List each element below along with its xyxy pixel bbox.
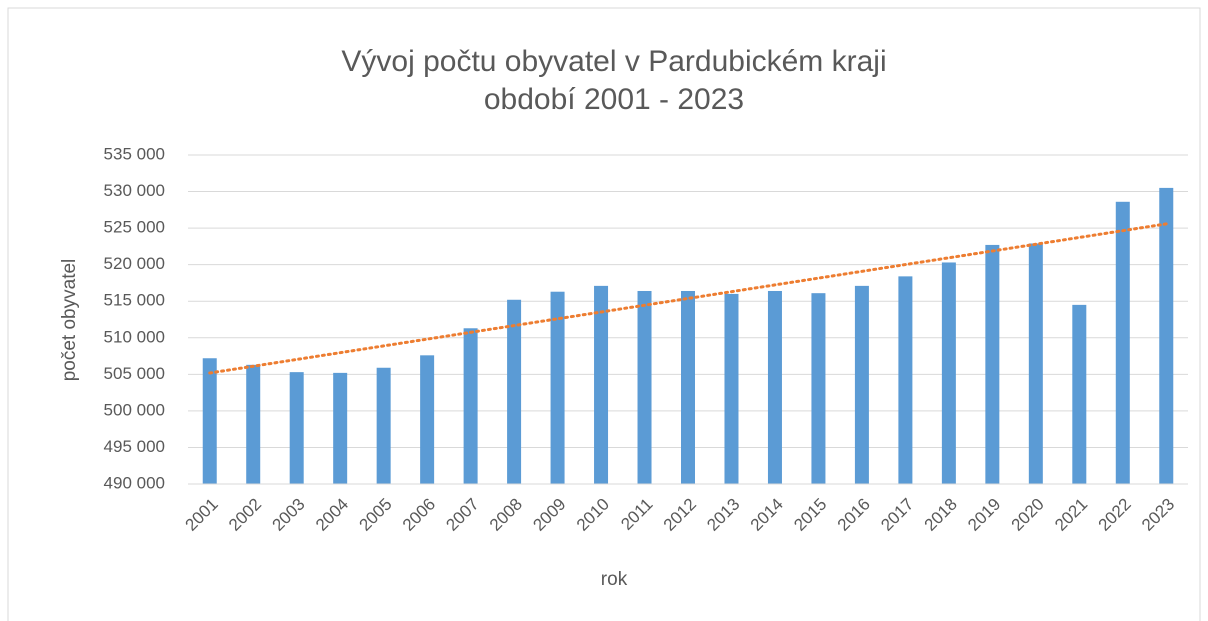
bar: [550, 291, 565, 484]
bar: [246, 364, 261, 484]
trendline: [208, 222, 1168, 375]
y-tick-label: 535 000: [104, 144, 165, 163]
bar: [724, 293, 739, 484]
bar: [811, 293, 826, 484]
bar: [985, 244, 1000, 484]
y-tick-label: 500 000: [104, 400, 165, 419]
y-tick-label: 525 000: [104, 218, 165, 237]
y-tick-label: 490 000: [104, 473, 165, 492]
chart-title: Vývoj počtu obyvatel v Pardubickém kraji: [341, 45, 886, 78]
bar: [767, 290, 782, 484]
bar: [1115, 201, 1130, 484]
x-axis-title: rok: [601, 569, 628, 590]
bar: [289, 372, 304, 484]
bar: [854, 285, 869, 484]
bar: [333, 372, 348, 484]
y-tick-label: 520 000: [104, 254, 165, 273]
bar: [681, 290, 695, 484]
bar: [463, 328, 478, 484]
chart-subtitle: období 2001 - 2023: [484, 83, 744, 116]
bar: [898, 276, 913, 484]
y-tick-label: 495 000: [104, 437, 165, 456]
bar: [1028, 243, 1043, 484]
bar: [1159, 187, 1174, 484]
bar: [507, 299, 522, 484]
y-tick-label: 505 000: [104, 364, 165, 383]
y-axis-title: počet obyvatel: [59, 259, 80, 382]
bar: [202, 358, 217, 484]
y-tick-label: 510 000: [104, 327, 165, 346]
bar: [420, 355, 435, 484]
bar: [376, 367, 391, 484]
bar: [594, 285, 609, 484]
bar: [1072, 304, 1087, 484]
y-tick-label: 515 000: [104, 291, 165, 310]
bar: [941, 262, 956, 484]
y-tick-label: 530 000: [104, 181, 165, 200]
bar: [637, 290, 652, 484]
